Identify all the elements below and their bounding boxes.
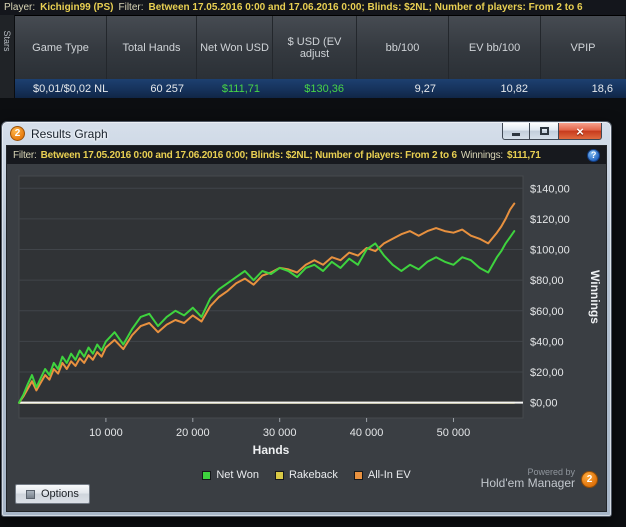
powered-by-text: Powered by	[527, 467, 575, 477]
minimize-icon	[512, 133, 520, 136]
cell-usd-ev-adjust: $130,36	[304, 82, 344, 95]
cell-bb100: 9,27	[414, 82, 436, 95]
svg-text:$120,00: $120,00	[530, 214, 570, 226]
legend-item-all-in-ev[interactable]: All-In EV	[353, 469, 411, 481]
graph-area: $0,00 $20,00 $40,00 $60,00 $80,00 $100,00 $120…	[7, 164, 606, 464]
filter-label: Filter:	[118, 2, 144, 13]
legend-label-all-in-ev: All-In EV	[367, 469, 411, 481]
window-content: Filter: Between 17.05.2016 0:00 and 17.0…	[6, 145, 607, 512]
cell-game-type: $0,01/$0,02 NL	[33, 82, 109, 95]
column-header-ev-bb100[interactable]: EV bb/100	[449, 16, 541, 79]
table-row[interactable]: $0,01/$0,02 NL 60 257 $111,71 $130,36 9,…	[15, 79, 626, 98]
stats-table-header: Game Type Total Hands Net Won USD $ USD …	[15, 15, 626, 79]
column-header-total-hands[interactable]: Total Hands	[107, 16, 197, 79]
column-header-game-type[interactable]: Game Type	[15, 16, 107, 79]
close-button[interactable]	[558, 123, 602, 140]
help-icon[interactable]	[587, 148, 600, 162]
svg-text:$140,00: $140,00	[530, 183, 570, 195]
maximize-button[interactable]	[530, 123, 558, 140]
svg-text:$100,00: $100,00	[530, 245, 570, 257]
svg-text:30 000: 30 000	[263, 427, 297, 439]
all-in-ev-swatch-icon	[353, 470, 363, 480]
cell-vpip: 18,6	[591, 82, 613, 95]
holdem-manager-icon[interactable]: 2	[10, 126, 25, 141]
legend-label-net-won: Net Won	[216, 469, 259, 481]
graph-footer: Net Won Rakeback All-In EV Options	[7, 464, 606, 511]
graph-filter-label: Filter:	[13, 149, 37, 161]
site-tab-label: Stars	[2, 30, 12, 52]
options-button[interactable]: Options	[15, 484, 90, 504]
svg-text:$20,00: $20,00	[530, 367, 564, 379]
legend-label-rakeback: Rakeback	[288, 469, 338, 481]
player-label: Player:	[4, 2, 36, 13]
cell-total-hands: 60 257	[150, 82, 184, 95]
holdem-manager-badge-icon: 2	[581, 470, 598, 488]
column-header-bb100[interactable]: bb/100	[357, 16, 449, 79]
player-filter-bar: Player: Kichigin99 (PS) Filter: Between …	[0, 0, 626, 15]
legend-item-net-won[interactable]: Net Won	[202, 469, 259, 481]
maximize-icon	[539, 127, 549, 135]
window-titlebar[interactable]: 2 Results Graph	[2, 122, 611, 145]
svg-text:Hands: Hands	[253, 443, 290, 457]
window-controls	[502, 123, 602, 140]
graph-filter-value: Between 17.05.2016 0:00 and 17.06.2016 0…	[40, 149, 457, 161]
results-chart: $0,00 $20,00 $40,00 $60,00 $80,00 $100,00 $120…	[18, 175, 602, 457]
minimize-button[interactable]	[502, 123, 530, 140]
chart-legend: Net Won Rakeback All-In EV	[7, 469, 606, 481]
column-header-net-won-usd[interactable]: Net Won USD	[197, 16, 273, 79]
svg-text:20 000: 20 000	[176, 427, 210, 439]
svg-text:$0,00: $0,00	[530, 398, 558, 410]
svg-text:$80,00: $80,00	[530, 275, 564, 287]
cell-ev-bb100: 10,82	[500, 82, 528, 95]
svg-text:Winnings: Winnings	[588, 270, 602, 324]
winnings-value: $111,71	[506, 149, 541, 161]
options-button-label: Options	[41, 488, 79, 500]
column-header-usd-ev-adjust[interactable]: $ USD (EV adjust	[273, 16, 357, 79]
rakeback-swatch-icon	[274, 470, 284, 480]
column-header-vpip[interactable]: VPIP	[541, 16, 626, 79]
filter-value: Between 17.05.2016 0:00 and 17.06.2016 0…	[148, 2, 583, 13]
cell-net-won: $111,71	[221, 82, 260, 95]
svg-text:50 000: 50 000	[437, 427, 471, 439]
winnings-label: Winnings:	[460, 149, 503, 161]
graph-filter-bar: Filter: Between 17.05.2016 0:00 and 17.0…	[7, 146, 606, 164]
svg-text:$40,00: $40,00	[530, 336, 564, 348]
svg-text:$60,00: $60,00	[530, 306, 564, 318]
site-tab-stars[interactable]: Stars	[0, 15, 15, 98]
svg-text:40 000: 40 000	[350, 427, 384, 439]
brand-name: Hold'em Manager	[480, 476, 575, 491]
legend-item-rakeback[interactable]: Rakeback	[274, 469, 338, 481]
net-won-swatch-icon	[202, 470, 212, 480]
options-icon	[26, 489, 35, 499]
player-value: Kichigin99 (PS)	[40, 2, 114, 13]
window-title: Results Graph	[31, 126, 108, 141]
results-graph-window: 2 Results Graph Filter: Between 17.05.20…	[1, 121, 612, 517]
svg-text:10 000: 10 000	[89, 427, 123, 439]
powered-by-block: Powered by Hold'em Manager 2	[481, 467, 598, 491]
